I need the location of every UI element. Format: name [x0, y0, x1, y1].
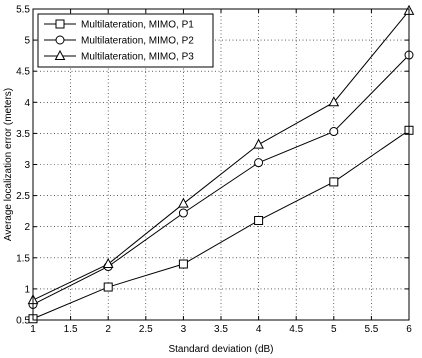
- data-point: [178, 208, 188, 218]
- data-point: [254, 215, 264, 225]
- x-tick-label: 4.5: [289, 324, 303, 335]
- y-tick-label: 2.5: [16, 191, 30, 202]
- legend: Multilateration, MIMO, P1 Multilateration…: [37, 13, 214, 68]
- legend-marker: [55, 19, 65, 29]
- series-3: [27, 4, 415, 305]
- data-point: [253, 138, 264, 149]
- x-tick-label: 3: [181, 324, 187, 335]
- x-tick-label: 5: [331, 324, 337, 335]
- tick-marks: [32, 8, 410, 321]
- legend-marker: [55, 35, 65, 45]
- series-line: [32, 10, 410, 301]
- data-point: [102, 257, 114, 269]
- x-tick-label: 1: [30, 324, 36, 335]
- data-point: [329, 127, 339, 137]
- y-tick-label: 4.5: [16, 67, 30, 78]
- series-line: [32, 129, 410, 320]
- x-axis-label: Standard deviation (dB): [168, 344, 273, 355]
- data-point: [329, 177, 339, 187]
- y-tick-label: 1: [24, 284, 30, 295]
- legend-marker: [54, 49, 66, 60]
- data-point: [178, 197, 189, 208]
- legend-label: Multilateration, MIMO, P3: [81, 52, 194, 63]
- x-tick-label: 1.5: [64, 324, 78, 335]
- data-point: [178, 259, 188, 269]
- data-point: [328, 96, 340, 107]
- data-point: [103, 282, 113, 292]
- y-tick-label: 5: [24, 36, 30, 47]
- x-tick-label: 3.5: [214, 324, 228, 335]
- x-tick-label: 2.5: [139, 324, 153, 335]
- x-tick-label: 4: [256, 324, 262, 335]
- y-tick-label: 3: [24, 160, 30, 171]
- y-tick-label: 5.5: [16, 5, 30, 16]
- x-tick-labels: 1 1.5 2 2.5 3 3.5 4 4.5 5 5.5 6: [30, 324, 412, 335]
- x-tick-label: 2: [105, 324, 111, 335]
- y-tick-label: 0.5: [16, 316, 30, 327]
- series-line: [32, 54, 410, 305]
- x-tick-label: 6: [406, 324, 412, 335]
- x-tick-label: 5.5: [364, 324, 378, 335]
- y-axis-label: Average localization error (meters): [3, 88, 14, 241]
- legend-label: Multilateration, MIMO, P1: [81, 20, 194, 31]
- data-point: [254, 158, 264, 168]
- y-tick-label: 1.5: [16, 253, 30, 264]
- y-tick-label: 3.5: [16, 129, 30, 140]
- y-tick-label: 2: [24, 222, 30, 233]
- legend-label: Multilateration, MIMO, P2: [81, 36, 194, 47]
- y-tick-label: 4: [24, 98, 30, 109]
- y-tick-labels: 0.5 1 1.5 2 2.5 3 3.5 4 4.5 5 5.5: [16, 5, 30, 327]
